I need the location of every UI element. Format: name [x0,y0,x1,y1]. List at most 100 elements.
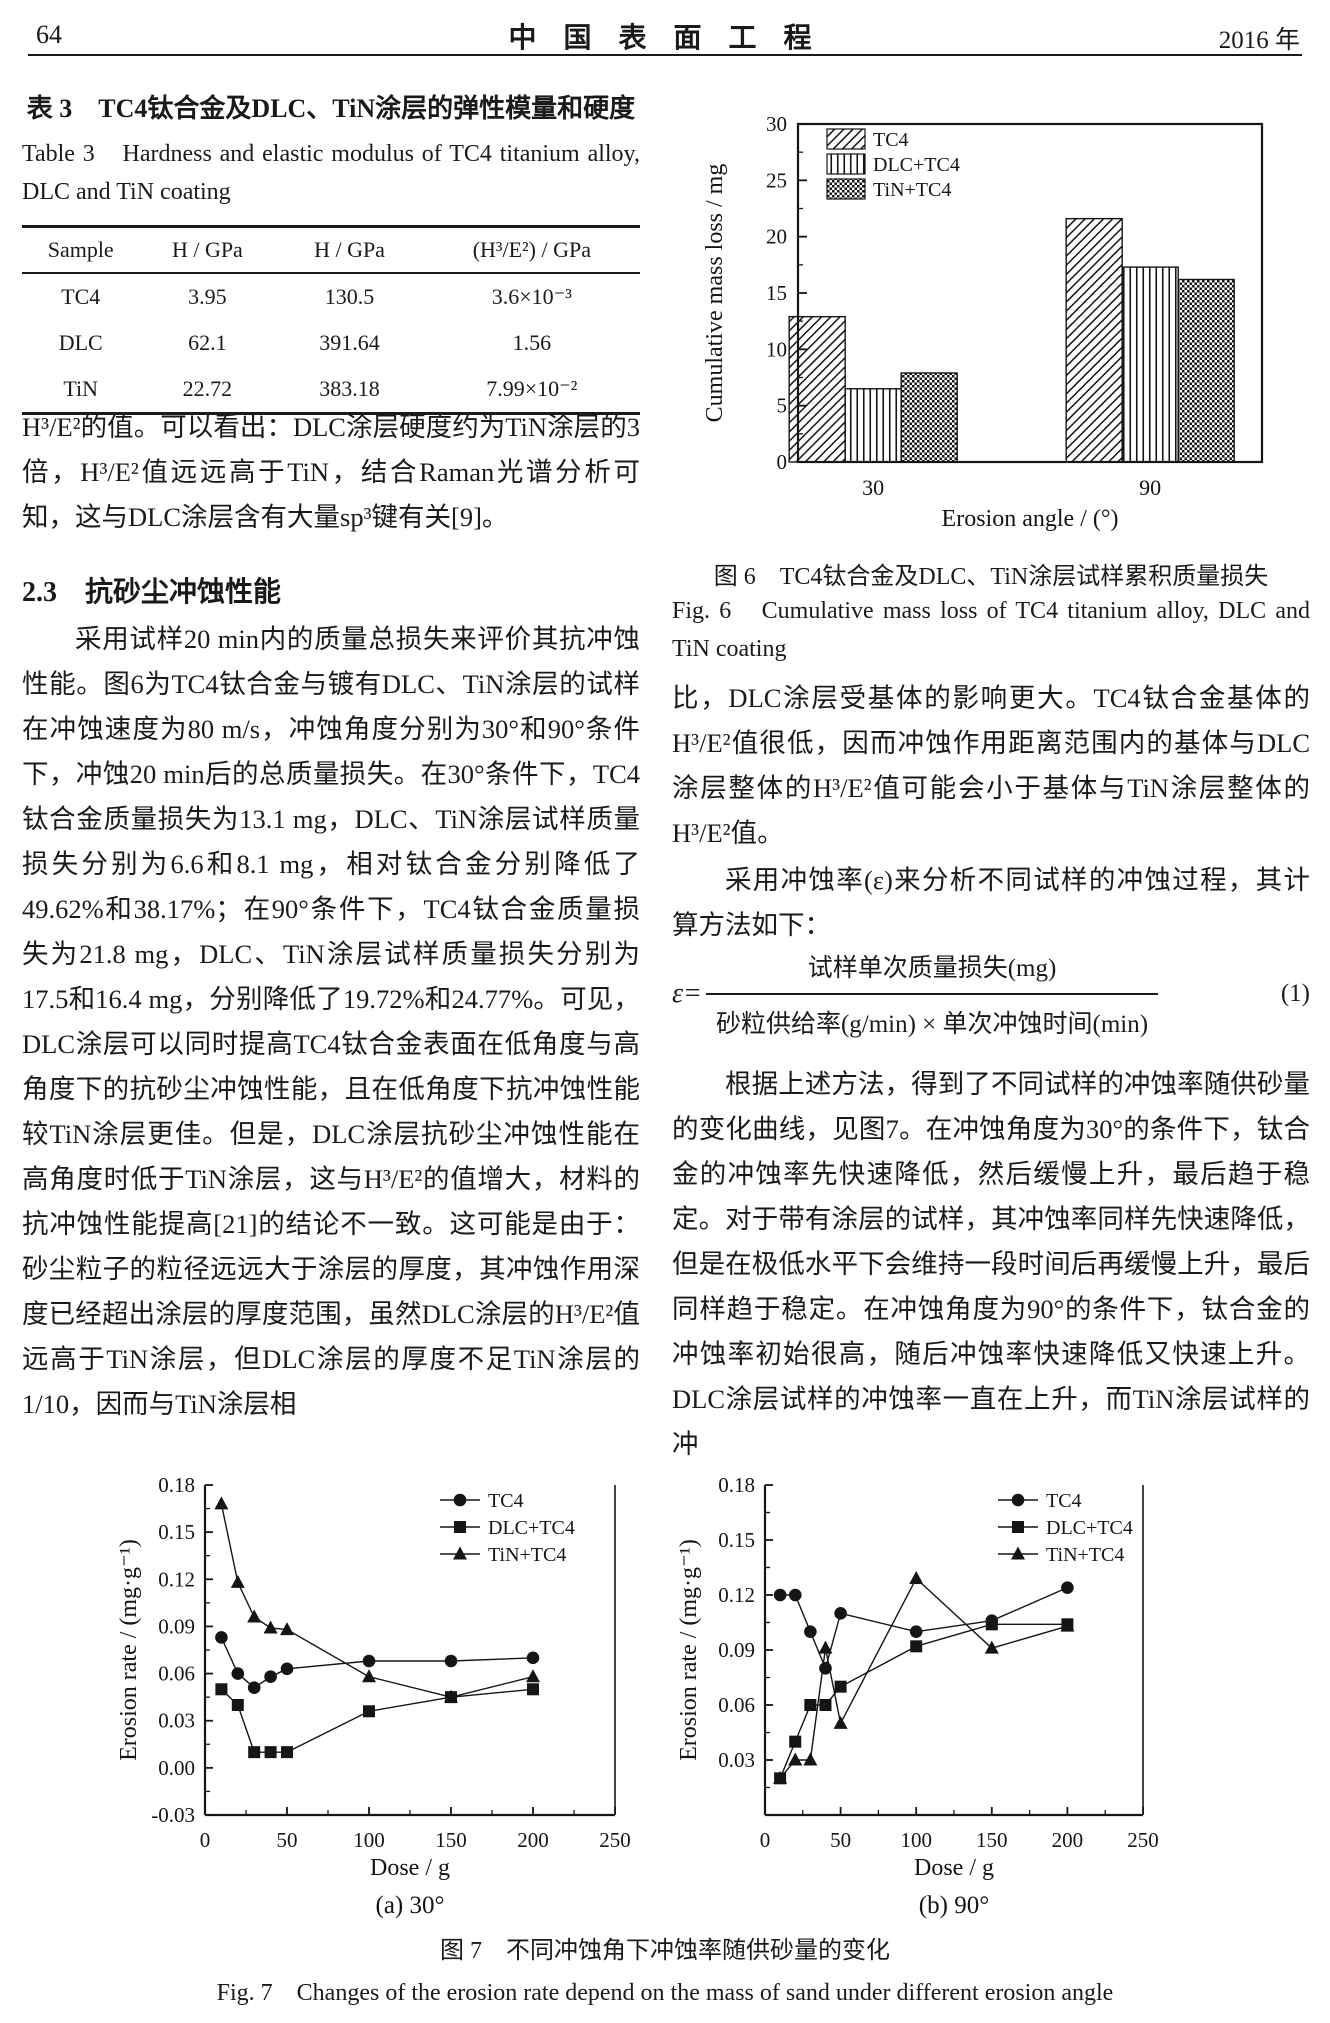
table3-header-cell: (H³/E²) / GPa [423,226,640,274]
table3-cell: DLC [58,330,103,355]
equation-1: ε= 试样单次质量损失(mg) 砂粒供给率(g/min) × 单次冲蚀时间(mi… [672,948,1310,1040]
svg-text:150: 150 [435,1828,467,1852]
journal-title: 中 国 表 面 工 程 [508,23,822,54]
table3-cell: 7.99×10⁻² [486,376,578,401]
svg-text:150: 150 [976,1828,1008,1852]
svg-text:20: 20 [766,225,787,249]
publication-year: 2016 年 [1218,27,1300,54]
figure6-caption-en: Fig. 6 Cumulative mass loss of TC4 titan… [672,598,1310,662]
svg-text:Erosion angle / (°): Erosion angle / (°) [942,506,1119,532]
svg-text:0.03: 0.03 [718,1748,755,1772]
svg-text:0.03: 0.03 [158,1709,195,1733]
svg-text:10: 10 [766,337,787,361]
table3-cell: 130.5 [324,284,375,309]
table3-cell: TiN [63,376,99,401]
svg-text:Erosion rate / (mg·g⁻¹): Erosion rate / (mg·g⁻¹) [116,1539,142,1761]
figure6-bar-chart: 0 5 10 15 20 25 30 30 90 TC4 DLC+TC4 TiN+TC4 Erosion… [702,112,1264,532]
body-paragraph: 采用试样20 min内的质量总损失来评价其抗冲蚀性能。图6为TC4钛合金与镀有D… [22,624,640,1419]
svg-text:TC4: TC4 [873,129,909,151]
svg-text:100: 100 [900,1828,932,1852]
section-heading: 2.3 抗砂尘冲蚀性能 [22,577,282,608]
figure7a-line-chart: -0.03 0.00 0.03 0.06 0.09 0.12 0.15 0.18 0 50 100 1… [116,1473,631,1919]
table-row: DLC 62.1 391.64 1.56 [22,320,640,366]
svg-text:30: 30 [766,112,787,136]
svg-text:5: 5 [777,394,788,418]
svg-text:DLC+TC4: DLC+TC4 [488,1517,575,1539]
figure7-caption-zh: 图 7 不同冲蚀角下冲蚀率随供砂量的变化 [440,1938,890,1964]
body-paragraph: 采用冲蚀率(ε)来分析不同试样的冲蚀过程，其计算方法如下： [672,865,1310,940]
table3-title-zh: 表 3 TC4钛合金及DLC、TiN涂层的弹性模量和硬度 [26,94,636,123]
svg-text:100: 100 [353,1828,385,1852]
figure6-caption-zh: 图 6 TC4钛合金及DLC、TiN涂层试样累积质量损失 [713,564,1269,590]
table3-cell: TC4 [61,284,101,309]
svg-text:0.09: 0.09 [158,1614,195,1638]
svg-text:25: 25 [766,168,787,192]
table3-cell: 62.1 [188,330,227,355]
svg-text:250: 250 [599,1828,631,1852]
svg-text:0.15: 0.15 [718,1528,755,1552]
svg-text:90: 90 [1139,475,1161,500]
svg-text:0.00: 0.00 [158,1756,195,1780]
equation-denominator: 砂粒供给率(g/min) × 单次冲蚀时间(min) [705,993,1159,1040]
table3-cell: 3.95 [188,284,227,309]
equation-lhs: ε= [672,978,702,1009]
svg-text:(a) 30°: (a) 30° [376,1892,445,1919]
svg-text:TC4: TC4 [488,1490,524,1512]
page-number: 64 [36,20,62,49]
equation-numerator: 试样单次质量损失(mg) [807,955,1057,982]
svg-text:(b) 90°: (b) 90° [919,1892,989,1919]
table3-block: 表 3 TC4钛合金及DLC、TiN涂层的弹性模量和硬度 Table 3 Har… [22,88,640,415]
svg-text:0: 0 [777,450,788,474]
figure7b-line-chart: 0.03 0.06 0.09 0.12 0.15 0.18 0 50 100 150 200 250 T… [676,1473,1159,1919]
table-row: TC4 3.95 130.5 3.6×10⁻³ [22,273,640,320]
table3-title-en: Table 3 Hardness and elastic modulus of … [22,141,640,205]
svg-text:DLC+TC4: DLC+TC4 [873,154,960,176]
svg-text:TiN+TC4: TiN+TC4 [488,1544,566,1566]
svg-text:0.09: 0.09 [718,1638,755,1662]
svg-text:Dose / g: Dose / g [370,1855,450,1881]
svg-text:15: 15 [766,281,787,305]
svg-text:Erosion rate / (mg·g⁻¹): Erosion rate / (mg·g⁻¹) [676,1539,702,1761]
svg-text:TiN+TC4: TiN+TC4 [873,179,951,201]
table3-cell: 1.56 [512,330,552,355]
svg-text:0: 0 [200,1828,211,1852]
svg-text:200: 200 [517,1828,549,1852]
table-row: TiN 22.72 383.18 7.99×10⁻² [22,366,640,414]
svg-text:0.06: 0.06 [158,1662,195,1686]
table3-cell: 391.64 [319,330,380,355]
svg-text:TC4: TC4 [1046,1490,1082,1512]
svg-text:0.06: 0.06 [718,1693,755,1717]
body-paragraph: H³/E²的值。可以看出：DLC涂层硬度约为TiN涂层的3倍，H³/E²值远远高… [22,412,640,532]
svg-text:-0.03: -0.03 [151,1803,195,1827]
svg-text:50: 50 [830,1828,851,1852]
table3: Sample H / GPa H / GPa (H³/E²) / GPa TC4… [22,225,640,415]
equation-number: (1) [1280,980,1310,1007]
svg-text:0.12: 0.12 [158,1567,195,1591]
page-header: 64 中 国 表 面 工 程 2016 年 [28,0,1302,56]
svg-text:TiN+TC4: TiN+TC4 [1046,1544,1124,1566]
figure7-caption-en: Fig. 7 Changes of the erosion rate depen… [216,1980,1114,2006]
table3-header-cell: Sample [22,226,140,274]
svg-text:0.18: 0.18 [718,1473,755,1497]
table3-cell: 3.6×10⁻³ [491,284,572,309]
svg-text:0.15: 0.15 [158,1520,195,1544]
equation-fraction: 试样单次质量损失(mg) 砂粒供给率(g/min) × 单次冲蚀时间(min) [705,948,1159,1040]
table3-header-cell: H / GPa [139,226,276,274]
table3-header-row: Sample H / GPa H / GPa (H³/E²) / GPa [22,226,640,274]
svg-text:0.12: 0.12 [718,1583,755,1607]
svg-text:50: 50 [277,1828,298,1852]
table3-cell: 383.18 [319,376,380,401]
body-paragraph: 根据上述方法，得到了不同试样的冲蚀率随供砂量的变化曲线，见图7。在冲蚀角度为30… [672,1069,1310,1459]
svg-text:Dose / g: Dose / g [914,1855,994,1881]
svg-text:Cumulative mass loss / mg: Cumulative mass loss / mg [702,164,728,423]
table3-header-cell: H / GPa [275,226,424,274]
svg-text:200: 200 [1052,1828,1084,1852]
svg-text:30: 30 [862,475,884,500]
table3-cell: 22.72 [182,376,233,401]
body-paragraph: 比，DLC涂层受基体的影响更大。TC4钛合金基体的H³/E²值很低，因而冲蚀作用… [672,683,1310,848]
svg-text:DLC+TC4: DLC+TC4 [1046,1517,1133,1539]
svg-text:0.18: 0.18 [158,1473,195,1497]
svg-text:0: 0 [760,1828,771,1852]
svg-text:250: 250 [1127,1828,1159,1852]
